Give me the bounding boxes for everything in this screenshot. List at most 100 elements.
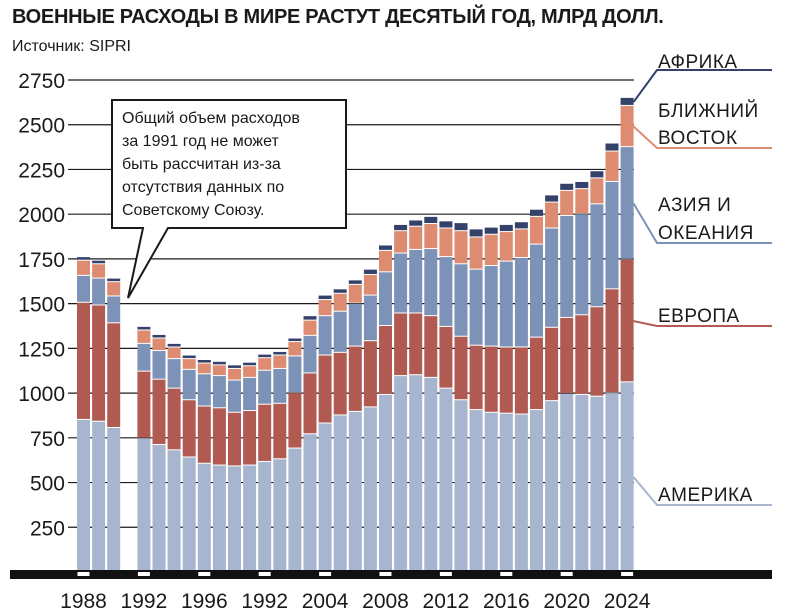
bar-middle_east-2008 [379, 250, 392, 272]
annotation-box [111, 99, 347, 299]
bar-africa-1994 [167, 343, 181, 347]
bar-africa-2021 [575, 181, 589, 189]
bar-middle_east-1998 [228, 368, 241, 380]
bar-europe-2006 [348, 346, 362, 411]
bar-asia-1994 [167, 359, 181, 388]
bar-middle_east-2010 [409, 226, 423, 249]
bar-asia-2021 [575, 214, 589, 315]
x-axis: 1988 1992 1996 1992 2004 2008 2012 2016 2020 2024 [10, 570, 772, 613]
bar-asia-1988 [77, 275, 90, 302]
bar-africa-1993 [152, 334, 166, 338]
bar-middle_east-2002 [288, 342, 302, 356]
bar-europe-2013 [454, 336, 468, 400]
bar-asia-1995 [182, 369, 196, 400]
bar-america-1989 [92, 421, 106, 571]
bar-africa-2022 [590, 171, 604, 178]
bar-africa-1996 [197, 359, 211, 363]
x-tick-label-2012: 2012 [423, 590, 470, 613]
bar-america-2018 [530, 410, 543, 571]
bar-asia-2018 [530, 244, 543, 337]
bar-africa-2011 [424, 216, 438, 224]
bar-africa-1988 [77, 257, 90, 260]
bar-middle_east-2003 [303, 320, 317, 335]
bar-europe-2017 [514, 347, 528, 414]
bar-africa-2006 [348, 280, 362, 284]
bars [77, 97, 634, 571]
bar-middle_east-2017 [514, 229, 528, 258]
bar-europe-2019 [545, 327, 559, 401]
bar-africa-2016 [499, 224, 513, 232]
bar-asia-1996 [197, 374, 211, 406]
bar-europe-2024 [620, 259, 634, 382]
bar-africa-2001 [273, 351, 287, 355]
bar-america-1994 [167, 450, 181, 571]
bar-asia-2019 [545, 228, 559, 327]
bar-africa-2012 [439, 221, 453, 228]
bar-asia-2004 [318, 316, 332, 355]
bar-middle_east-2014 [469, 237, 483, 269]
bar-asia-2011 [424, 249, 438, 316]
bar-america-2010 [409, 375, 423, 571]
bar-europe-2016 [499, 347, 513, 413]
bar-asia-2005 [333, 311, 347, 352]
bar-africa-2005 [333, 289, 347, 293]
bar-europe-2022 [590, 307, 604, 396]
bar-america-2000 [258, 461, 272, 571]
bar-europe-2010 [409, 313, 423, 375]
bar-middle_east-2009 [394, 231, 408, 253]
bar-europe-1995 [182, 400, 196, 457]
bar-middle_east-2011 [424, 224, 438, 249]
bar-africa-1998 [228, 365, 241, 368]
bar-middle_east-1988 [77, 260, 90, 275]
bar-africa-2024 [620, 97, 634, 105]
y-axis-ticks: 250 500 750 1000 1250 1500 1750 2000 2250 2500 275… [18, 70, 65, 540]
bar-middle_east-1994 [167, 347, 181, 359]
bar-middle_east-2012 [439, 228, 453, 257]
bar-africa-1995 [182, 355, 196, 359]
x-tick-mark-2000 [258, 572, 271, 576]
bar-middle_east-2006 [348, 284, 362, 303]
bar-africa-2014 [469, 229, 483, 237]
bar-middle_east-1993 [152, 338, 166, 351]
legend-leader-africa [632, 69, 772, 103]
bar-asia-2006 [348, 303, 362, 346]
bar-asia-2002 [288, 356, 302, 393]
bar-europe-2014 [469, 345, 483, 410]
y-tick-2000: 2000 [18, 204, 65, 227]
bar-america-2021 [575, 394, 589, 571]
bar-asia-1992 [137, 343, 151, 371]
x-tick-mark-2016 [500, 572, 513, 576]
annotation-line-3: быть рассчитан из-за [122, 156, 281, 173]
x-tick-label-1992: 1992 [121, 590, 168, 613]
y-tick-1750: 1750 [18, 249, 65, 272]
bar-middle_east-2022 [590, 178, 604, 204]
y-tick-250: 250 [30, 517, 65, 540]
bar-europe-2018 [530, 337, 543, 410]
chart-title: ВОЕННЫЕ РАСХОДЫ В МИРЕ РАСТУТ ДЕСЯТЫЙ ГО… [12, 6, 664, 28]
y-tick-1500: 1500 [18, 294, 65, 317]
x-tick-label-1988: 1988 [60, 590, 107, 613]
bar-middle_east-1990 [107, 282, 121, 296]
bar-america-2023 [605, 393, 619, 571]
bar-africa-2017 [514, 222, 528, 229]
bar-europe-2015 [484, 346, 498, 412]
y-tick-750: 750 [30, 428, 65, 451]
bar-america-2019 [545, 401, 559, 571]
bar-asia-2023 [605, 181, 619, 289]
x-tick-label-2008: 2008 [362, 590, 409, 613]
bar-middle_east-2013 [454, 231, 468, 264]
bar-europe-2009 [394, 313, 408, 376]
bar-europe-1994 [167, 388, 181, 450]
bar-middle_east-2004 [318, 300, 332, 316]
bar-asia-2010 [409, 249, 423, 313]
bar-america-2009 [394, 376, 408, 571]
bar-america-2001 [273, 459, 287, 571]
bar-africa-1989 [92, 260, 106, 264]
y-tick-500: 500 [30, 473, 65, 496]
bar-asia-1998 [228, 380, 241, 412]
annotation-line-4: отсутствия данных по [122, 179, 284, 196]
bar-middle_east-2021 [575, 189, 589, 214]
bar-europe-2012 [439, 326, 453, 388]
bar-america-2013 [454, 400, 468, 571]
